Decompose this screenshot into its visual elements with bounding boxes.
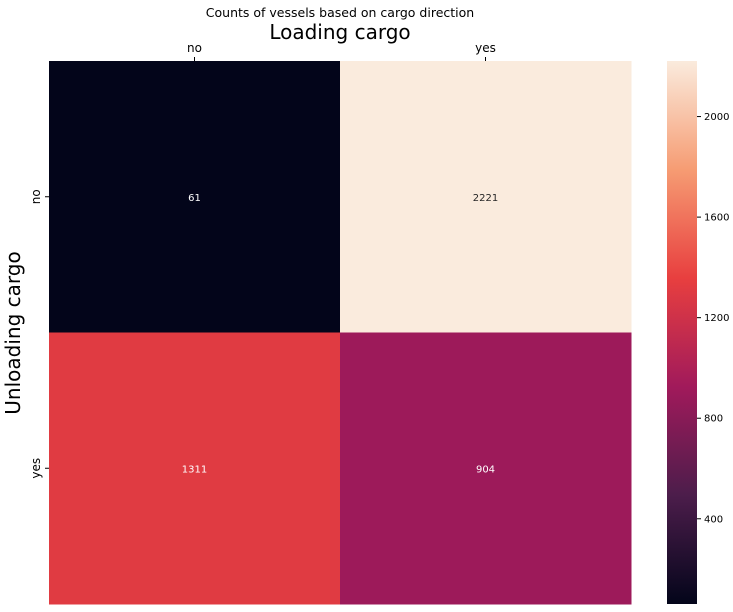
heatmap-cell	[340, 332, 632, 605]
cell-value-label: 61	[188, 193, 201, 204]
cell-value-label: 2221	[473, 193, 498, 204]
heatmap-cells: 61 2221 1311 904	[49, 61, 632, 605]
x-tick-label: yes	[475, 41, 496, 55]
x-axis-label: Loading cargo	[269, 20, 410, 44]
cell-value-label: 1311	[182, 464, 207, 475]
colorbar	[667, 61, 697, 604]
colorbar-tick-label: 400	[704, 514, 723, 525]
colorbar-ticks: 400 800 1200 1600 2000	[697, 112, 729, 525]
colorbar-tick-label: 1600	[704, 213, 729, 224]
heatmap-cell	[49, 61, 341, 333]
heatmap-cell	[340, 61, 632, 333]
colorbar-tick-label: 800	[704, 414, 723, 425]
y-axis-label: Unloading cargo	[1, 251, 25, 414]
chart-title: Counts of vessels based on cargo directi…	[206, 5, 474, 20]
x-tick-labels: no yes	[187, 41, 496, 61]
y-tick-labels: no yes	[29, 189, 49, 479]
y-tick-label: yes	[29, 458, 43, 479]
cell-value-label: 904	[476, 464, 495, 475]
y-tick-label: no	[29, 189, 43, 204]
x-tick-label: no	[187, 41, 202, 55]
colorbar-tick-label: 2000	[704, 112, 729, 123]
heatmap-cell	[49, 332, 341, 605]
colorbar-tick-label: 1200	[704, 313, 729, 324]
